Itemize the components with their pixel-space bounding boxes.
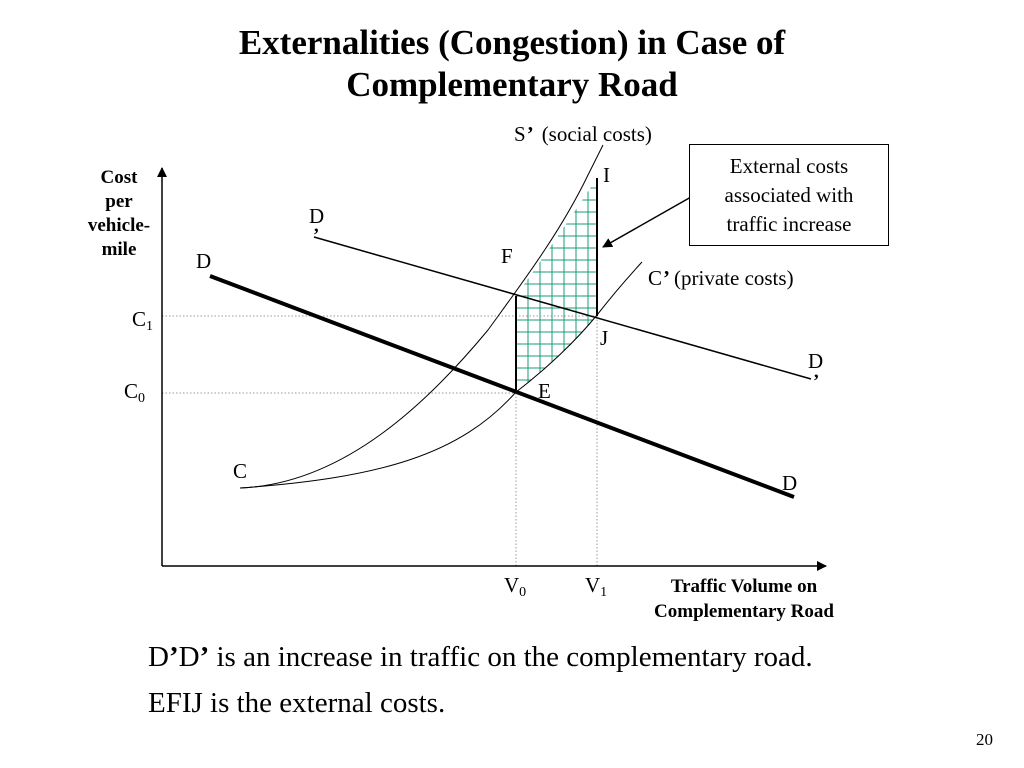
svg-text:D: D — [808, 349, 823, 373]
title-line-2: Complementary Road — [346, 65, 678, 104]
c1-tick-label: C1 — [132, 307, 153, 334]
v1-tick-label: V1 — [585, 573, 607, 600]
caption-d2: D — [178, 641, 200, 673]
callout-line-2: associated with — [724, 183, 854, 207]
external-cost-area — [516, 178, 597, 392]
social-cost-curve — [239, 144, 604, 489]
x-axis-label-line-2: Complementary Road — [654, 601, 834, 622]
social-cost-label: S’ (social costs) — [514, 122, 652, 146]
svg-text:’: ’ — [813, 371, 819, 392]
c0-tick-label: C0 — [124, 379, 145, 406]
private-cost-label: C’ (private costs) — [648, 266, 794, 290]
original-demand-line — [209, 274, 795, 499]
original-demand-label-left: D — [196, 249, 211, 273]
slide-title: Externalities (Congestion) in Case of Co… — [0, 22, 1024, 106]
caption-rest: is an increase in traffic on the complem… — [209, 641, 813, 673]
y-axis-label-line: Cost — [100, 167, 138, 188]
point-i-label: I — [603, 163, 610, 187]
original-demand-label-right: D — [782, 471, 797, 495]
x-axis-label: Traffic Volume on Complementary Road — [620, 574, 868, 624]
point-f-label: F — [501, 244, 513, 268]
caption-prime-1: ’ — [168, 641, 179, 673]
caption-line-2: EFIJ is the external costs. — [148, 687, 446, 719]
caption-d1: D — [148, 641, 169, 673]
point-j-label: J — [600, 326, 608, 350]
shifted-demand-label-right: D ’ — [808, 349, 823, 392]
shifted-demand-label-left: D ’ — [309, 204, 324, 246]
point-e-label: E — [538, 379, 551, 403]
svg-text:’: ’ — [313, 225, 319, 246]
callout-arrow — [602, 196, 692, 248]
external-costs-callout: External costs associated with traffic i… — [689, 144, 889, 246]
callout-line-1: External costs — [729, 154, 849, 178]
y-axis-label: Cost per vehicle- mile — [70, 166, 168, 262]
callout-line-3: traffic increase — [726, 212, 852, 236]
base-cost-label: C — [233, 459, 247, 483]
v0-tick-label: V0 — [504, 573, 526, 600]
y-axis-label-line: vehicle- — [87, 215, 151, 236]
private-cost-curve — [239, 261, 643, 489]
x-axis-label-line-1: Traffic Volume on — [670, 576, 818, 597]
guide-lines — [162, 315, 598, 566]
y-axis-label-line: mile — [101, 239, 137, 260]
caption-line-1: D’D’ is an increase in traffic on the co… — [148, 640, 813, 674]
page-number: 20 — [976, 730, 993, 749]
y-axis-label-line: per — [105, 191, 133, 212]
caption-prime-2: ’ — [199, 641, 210, 673]
shifted-demand-line — [313, 236, 812, 380]
svg-text:D: D — [309, 204, 324, 228]
title-line-1: Externalities (Congestion) in Case of — [238, 23, 786, 62]
